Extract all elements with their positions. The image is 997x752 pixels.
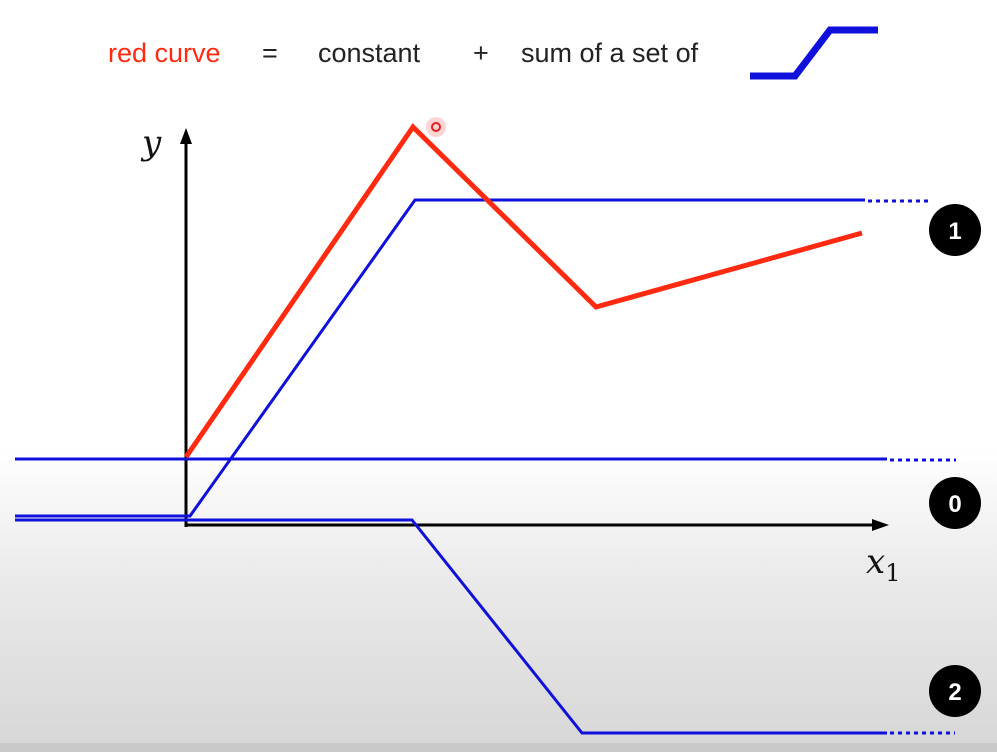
x-axis-label-subscript: 1 xyxy=(885,559,900,587)
badge-0-label: 0 xyxy=(948,491,961,518)
blue-curve-2-line xyxy=(15,518,887,735)
bottom-edge-strip xyxy=(0,743,997,752)
x-axis-label: x1 xyxy=(866,542,900,587)
x-axis-label-base: x xyxy=(866,542,885,582)
blue-curve-1 xyxy=(15,198,930,518)
badge-1: 1 xyxy=(929,204,981,256)
cursor-dot xyxy=(431,122,441,132)
y-axis-arrowhead xyxy=(180,128,192,144)
blue-curve-2 xyxy=(15,518,955,735)
blue-curve-1-line xyxy=(15,198,865,518)
equation: red curve = constant + sum of a set of xyxy=(108,26,878,80)
equation-constant-term: constant xyxy=(318,38,421,68)
equation-equals-sign: = xyxy=(262,38,278,68)
cursor-marker xyxy=(426,117,446,137)
equation-sum-term: sum of a set of xyxy=(521,38,699,68)
badge-0: 0 xyxy=(929,477,981,529)
red-curve xyxy=(183,123,863,459)
badge-1-label: 1 xyxy=(948,218,961,245)
x-axis-arrowhead xyxy=(872,519,889,531)
badge-2-label: 2 xyxy=(948,679,961,706)
cursor-halo xyxy=(426,117,446,137)
blue-curve-0-constant xyxy=(15,457,956,462)
equation-red-curve-term: red curve xyxy=(108,38,221,68)
y-axis-label: y xyxy=(140,123,162,163)
equation-plus-sign: + xyxy=(473,38,489,68)
badge-2: 2 xyxy=(929,665,981,717)
hard-sigmoid-icon xyxy=(750,26,878,80)
axes: y x1 xyxy=(140,123,900,587)
